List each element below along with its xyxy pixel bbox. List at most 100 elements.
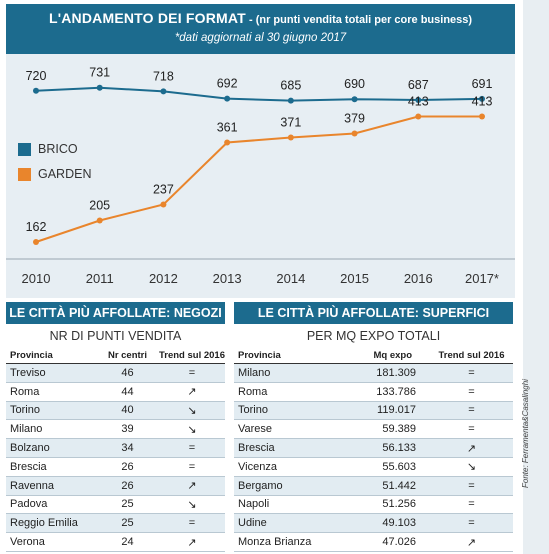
cell-trend: ↘: [187, 404, 197, 417]
chart-title: L'ANDAMENTO DEI FORMAT: [48, 10, 246, 26]
cell-trend: =: [188, 460, 196, 473]
cell-provincia: Bolzano: [10, 442, 50, 455]
date-note: *dati aggiornati al 30 giugno 2017: [174, 32, 347, 44]
table-row: Milano 181.309 =: [234, 364, 513, 383]
data-label-garden: 371: [280, 116, 301, 130]
cell-trend: =: [468, 404, 475, 417]
cell-trend: =: [188, 517, 196, 530]
legend-brico: BRICO: [18, 142, 78, 156]
cell-value: 25: [121, 498, 134, 511]
cell-value: 51.442: [382, 479, 416, 492]
data-label-brico: 690: [344, 77, 365, 91]
data-point-brico: [479, 95, 485, 102]
cell-provincia: Torino: [238, 404, 268, 417]
cell-provincia: Roma: [10, 385, 40, 398]
cell-provincia: Torino: [10, 404, 40, 417]
cell-provincia: Milano: [238, 366, 271, 379]
cell-provincia: Reggio Emilia: [10, 517, 78, 530]
header-trend: Trend sul 2016: [159, 350, 225, 361]
cell-provincia: Brescia: [10, 460, 47, 473]
main-header: L'ANDAMENTO DEI FORMAT - (nr punti vendi…: [6, 4, 515, 54]
header-provincia: Provincia: [10, 350, 53, 361]
data-point-garden: [415, 113, 422, 120]
legend-swatch-garden: [18, 167, 31, 181]
header-nr-centri: Nr centri: [107, 350, 148, 361]
data-point-brico: [287, 97, 294, 104]
cell-trend: =: [188, 366, 196, 379]
cell-provincia: Monza Brianza: [238, 536, 312, 549]
title-line: L'ANDAMENTO DEI FORMAT - (nr punti vendi…: [6, 4, 515, 28]
tables-section: LE CITTÀ PIÙ AFFOLLATE: NEGOZI NR DI PUN…: [6, 302, 515, 552]
cell-value: 46: [121, 366, 134, 379]
chart-area: 720 731 718 692 685 690 687 691 162 205 237 361 371 3…: [6, 54, 515, 298]
data-label-garden: 361: [217, 121, 238, 135]
table-row: Napoli 51.256 =: [234, 496, 513, 515]
data-label-garden: 379: [344, 112, 365, 126]
data-point-garden: [96, 217, 103, 224]
data-point-garden: [33, 239, 39, 245]
source-credit: Fonte: Ferramenta&Casalinghi: [521, 379, 530, 488]
table-row: Torino 40 ↘: [6, 401, 225, 421]
cell-value: 26: [121, 479, 134, 492]
data-label-brico: 720: [26, 69, 47, 83]
header-trend: Trend sul 2016: [438, 350, 505, 361]
data-label-garden: 237: [153, 183, 174, 197]
cell-value: 51.256: [382, 498, 416, 511]
cell-provincia: Udine: [238, 517, 267, 530]
table-superfici-subtitle: PER MQ EXPO TOTALI: [306, 329, 441, 343]
table-superfici-body: Milano 181.309 = Roma 133.786 = Torino 119.017 =…: [234, 364, 513, 552]
cell-value: 40: [121, 404, 134, 417]
cell-value: 34: [121, 442, 134, 455]
x-tick-label: 2016: [404, 271, 433, 286]
cell-trend: =: [468, 479, 475, 492]
data-point-brico: [160, 88, 167, 95]
data-point-garden: [160, 201, 167, 208]
x-tick-label: 2013: [213, 271, 242, 286]
data-point-brico: [351, 96, 358, 103]
table-row: Ravenna 26 ↗: [6, 476, 225, 496]
table-negozi-title: LE CITTÀ PIÙ AFFOLLATE: NEGOZI: [6, 302, 225, 324]
table-negozi-header: Provincia Nr centri Trend sul 2016: [6, 348, 225, 364]
data-point-garden: [224, 139, 231, 146]
cell-provincia: Bergamo: [238, 479, 283, 492]
table-superfici-title: LE CITTÀ PIÙ AFFOLLATE: SUPERFICI: [234, 302, 513, 324]
cell-provincia: Treviso: [10, 366, 46, 379]
table-row: Milano 39 ↘: [6, 420, 225, 440]
data-point-brico: [33, 87, 39, 94]
table-row: Udine 49.103 =: [234, 514, 513, 534]
cell-value: 49.103: [382, 517, 416, 530]
legend-label-brico: BRICO: [38, 142, 78, 156]
cell-value: 44: [121, 385, 134, 398]
cell-provincia: Brescia: [238, 442, 275, 455]
table-negozi-body: Treviso 46 = Roma 44 ↗ Torino 40 ↘ Milano 39 ↘ Bolza…: [6, 364, 225, 552]
cell-trend: =: [468, 517, 475, 530]
x-tick-label: 2014: [276, 271, 305, 286]
cell-value: 56.133: [382, 442, 416, 455]
cell-provincia: Milano: [10, 423, 43, 436]
data-label-garden: 205: [89, 199, 110, 213]
cell-provincia: Roma: [238, 385, 268, 398]
chart-subtitle: - (nr punti vendita totali per core busi…: [245, 14, 473, 26]
cell-provincia: Verona: [10, 536, 45, 549]
legend-swatch-brico: [18, 142, 31, 156]
infographic: L'ANDAMENTO DEI FORMAT - (nr punti vendi…: [6, 4, 515, 552]
series-line-brico: [35, 86, 483, 102]
cell-trend: =: [468, 498, 475, 511]
x-tick-label: 2011: [86, 271, 114, 286]
x-tick-label: 2017*: [465, 271, 499, 286]
table-negozi-subtitle: NR DI PUNTI VENDITA: [49, 329, 182, 343]
data-label-brico: 685: [280, 79, 301, 93]
cell-value: 181.309: [376, 366, 416, 379]
data-label-brico: 692: [217, 77, 238, 91]
data-point-garden: [287, 134, 294, 141]
data-label-garden: 413: [408, 95, 429, 109]
cell-trend: ↘: [187, 423, 197, 436]
header-provincia: Provincia: [238, 350, 281, 361]
table-row: Reggio Emilia 25 =: [6, 514, 225, 534]
data-point-brico: [224, 95, 231, 102]
x-tick-label: 2010: [22, 271, 51, 286]
header-mq-expo: Mq expo: [373, 350, 412, 361]
line-chart: 720 731 718 692 685 690 687 691 162 205 237 361 371 3…: [6, 66, 515, 286]
x-tick-label: 2015: [340, 271, 369, 286]
cell-value: 133.786: [376, 385, 416, 398]
